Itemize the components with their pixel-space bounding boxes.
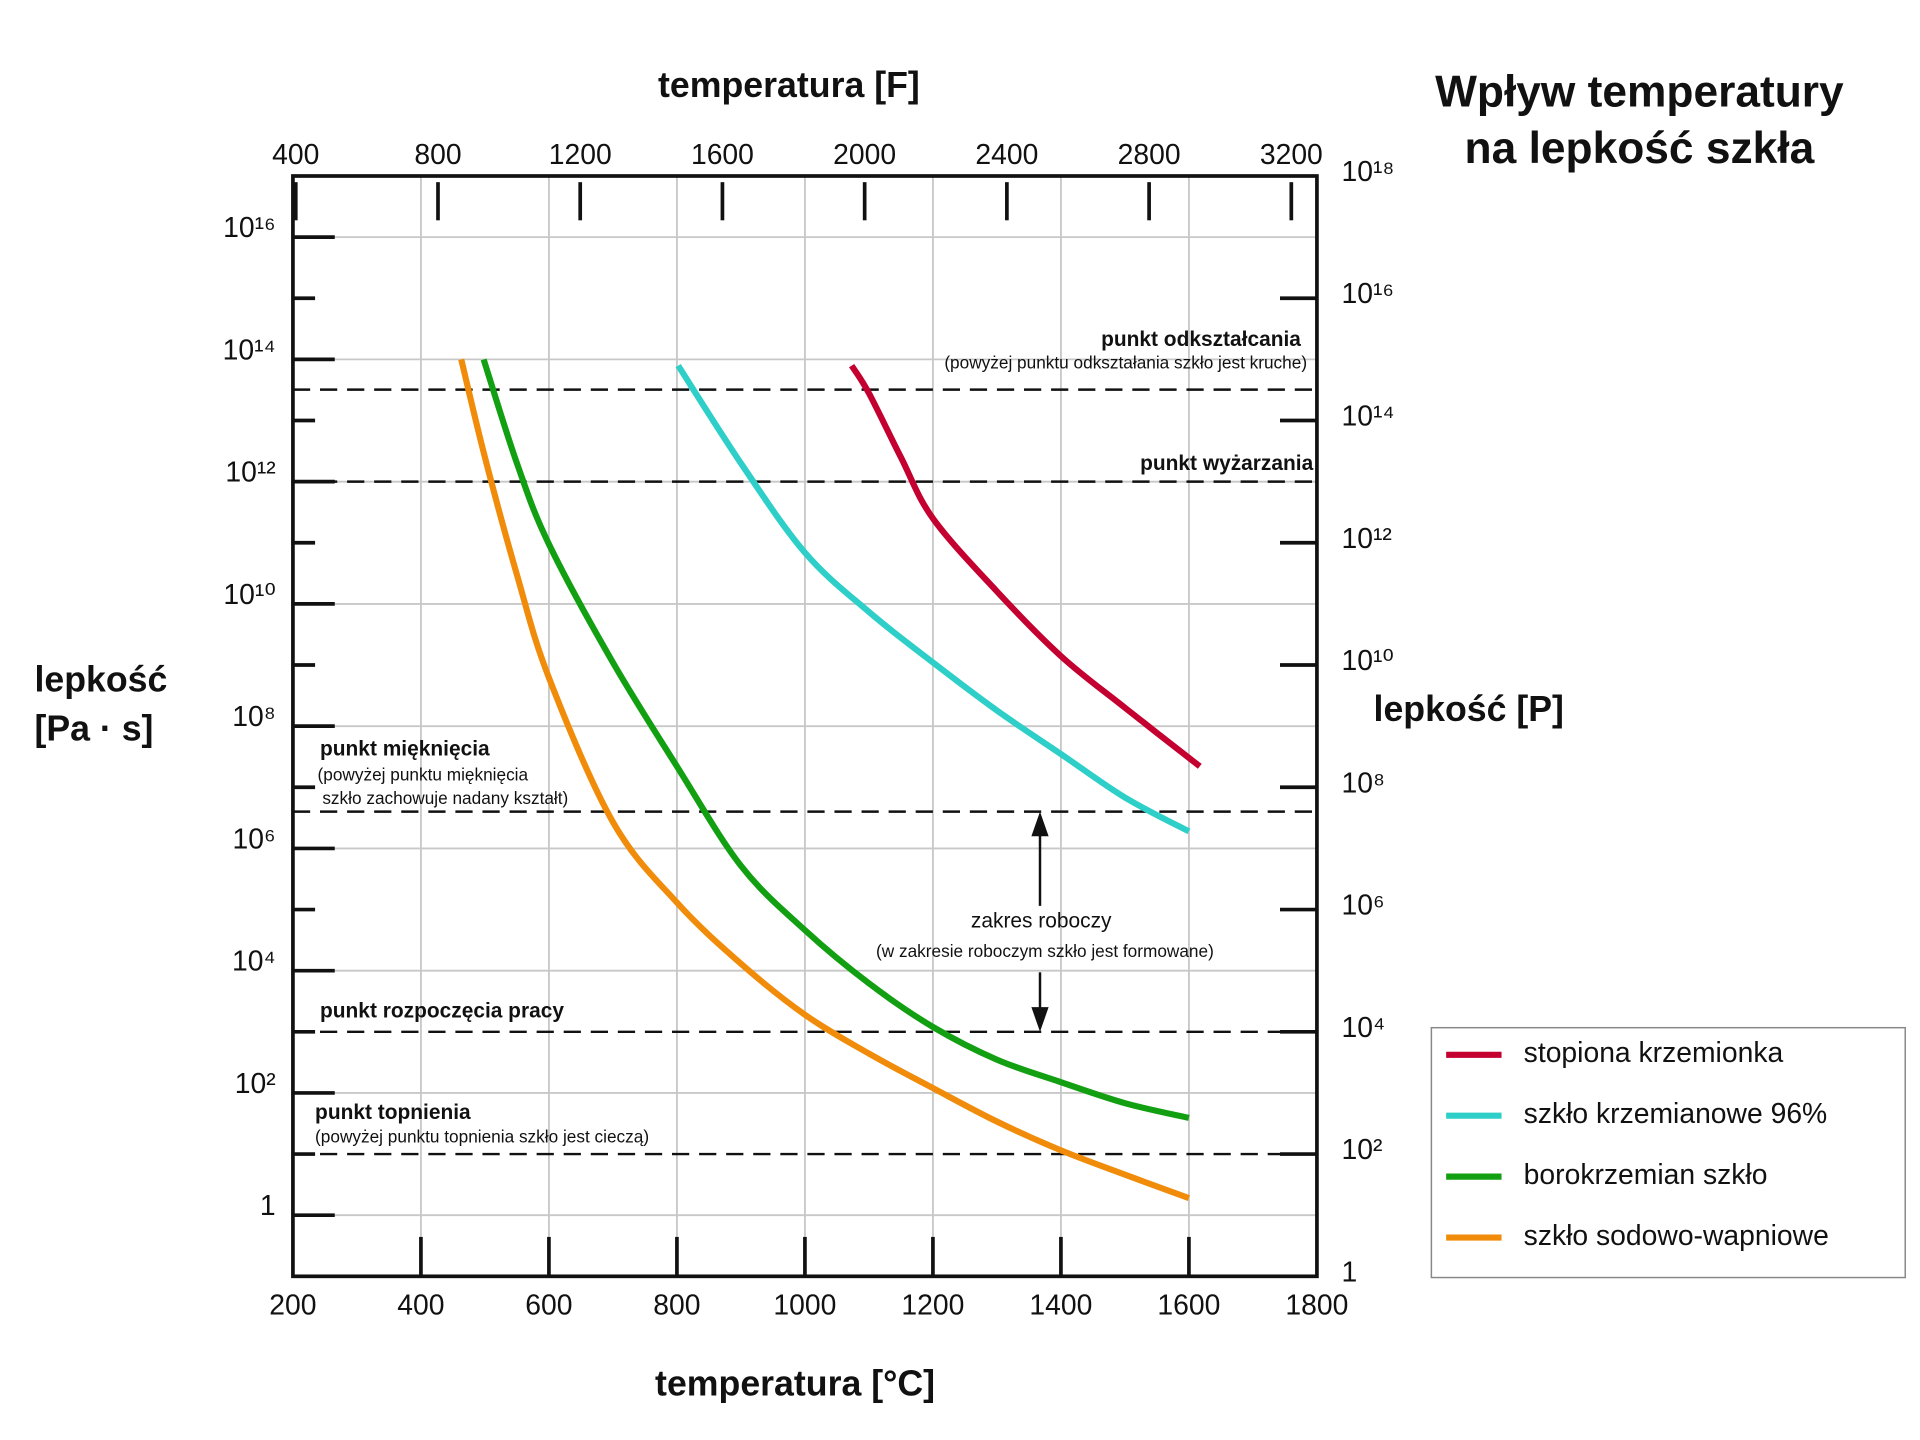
y-axis-title: [Pa · s] xyxy=(34,708,153,748)
x-tick-label: 400 xyxy=(397,1289,444,1321)
reference-label: punkt topnienia xyxy=(315,1101,471,1124)
y2-tick-label: 10⁶ xyxy=(1342,889,1385,921)
legend-box xyxy=(1430,1026,1906,1279)
x-tick-label: 1000 xyxy=(773,1289,836,1321)
reference-label: punkt wyżarzania xyxy=(1140,452,1313,475)
reference-label: punkt odkształcania xyxy=(1101,328,1301,351)
x2-tick-label: 3200 xyxy=(1260,138,1323,170)
y2-tick-label: 10² xyxy=(1342,1133,1383,1165)
arrow-head xyxy=(1031,811,1049,837)
reference-note: (powyżej punktu topnienia szkło jest cie… xyxy=(315,1127,649,1147)
x-axis-title: temperatura [°C] xyxy=(655,1363,935,1403)
chart-title: na lepkość szkła xyxy=(1465,124,1815,173)
y2-tick-label: 10¹⁸ xyxy=(1342,155,1395,187)
series-line xyxy=(849,363,1202,769)
y-tick-label: 10¹⁴ xyxy=(223,333,276,365)
x-tick-label: 1400 xyxy=(1029,1289,1092,1321)
reference-note: (powyżej punktu odkształania szkło jest … xyxy=(944,352,1307,372)
x2-tick-label: 2000 xyxy=(833,138,896,170)
series-line xyxy=(480,358,1190,1121)
y-axis-title: lepkość xyxy=(34,659,167,699)
y2-tick-label: 10⁸ xyxy=(1342,766,1385,798)
y2-tick-label: 10¹⁴ xyxy=(1342,400,1395,432)
legend-label: szkło krzemianowe 96% xyxy=(1524,1097,1828,1129)
chart-title: Wpływ temperatury xyxy=(1435,67,1844,116)
legend-label: szkło sodowo-wapniowe xyxy=(1524,1219,1829,1251)
x2-tick-label: 2400 xyxy=(975,138,1038,170)
x-tick-label: 1800 xyxy=(1285,1289,1348,1321)
y2-tick-label: 1 xyxy=(1342,1255,1358,1287)
x-tick-label: 1600 xyxy=(1157,1289,1220,1321)
series-line xyxy=(458,358,1190,1202)
reference-label: punkt rozpoczęcia pracy xyxy=(320,1000,564,1023)
reference-label: punkt mięknięcia xyxy=(320,738,490,761)
y-tick-label: 10⁸ xyxy=(232,700,275,732)
x2-axis-title: temperatura [F] xyxy=(658,65,920,105)
series-line xyxy=(675,363,1191,835)
arrow-head xyxy=(1031,1007,1049,1032)
x2-tick-label: 1600 xyxy=(691,138,754,170)
reference-note: szkło zachowuje nadany kształt) xyxy=(318,788,569,808)
x2-tick-label: 400 xyxy=(272,138,319,170)
y-tick-label: 10⁴ xyxy=(232,945,276,977)
x-tick-label: 800 xyxy=(653,1289,700,1321)
range-label: zakres roboczy xyxy=(971,909,1112,932)
x-tick-label: 200 xyxy=(269,1289,316,1321)
y-tick-label: 10¹⁶ xyxy=(223,211,276,243)
y2-tick-label: 10⁴ xyxy=(1342,1011,1386,1043)
x2-tick-label: 2800 xyxy=(1118,138,1181,170)
y-tick-label: 10² xyxy=(235,1067,276,1099)
plot-layer: punkt odkształcania(powyżej punktu odksz… xyxy=(223,138,1395,1321)
x-tick-label: 600 xyxy=(525,1289,572,1321)
x2-tick-label: 1200 xyxy=(549,138,612,170)
y-tick-label: 10¹² xyxy=(225,456,275,488)
legend-label: stopiona krzemionka xyxy=(1524,1036,1784,1068)
y-tick-label: 10¹⁰ xyxy=(223,578,275,610)
y-tick-label: 10⁶ xyxy=(233,822,276,854)
y2-tick-label: 10¹⁰ xyxy=(1342,644,1394,676)
y2-axis-title: lepkość [P] xyxy=(1374,689,1564,729)
x-tick-label: 1200 xyxy=(901,1289,964,1321)
legend-label: borokrzemian szkło xyxy=(1524,1158,1768,1190)
y2-tick-label: 10¹⁶ xyxy=(1342,277,1395,309)
x2-tick-label: 800 xyxy=(414,138,461,170)
range-note: (w zakresie roboczym szkło jest formowan… xyxy=(876,941,1214,961)
reference-note: (powyżej punktu mięknięcia xyxy=(318,764,529,784)
y2-tick-label: 10¹² xyxy=(1342,522,1392,554)
y-tick-label: 1 xyxy=(260,1189,276,1221)
